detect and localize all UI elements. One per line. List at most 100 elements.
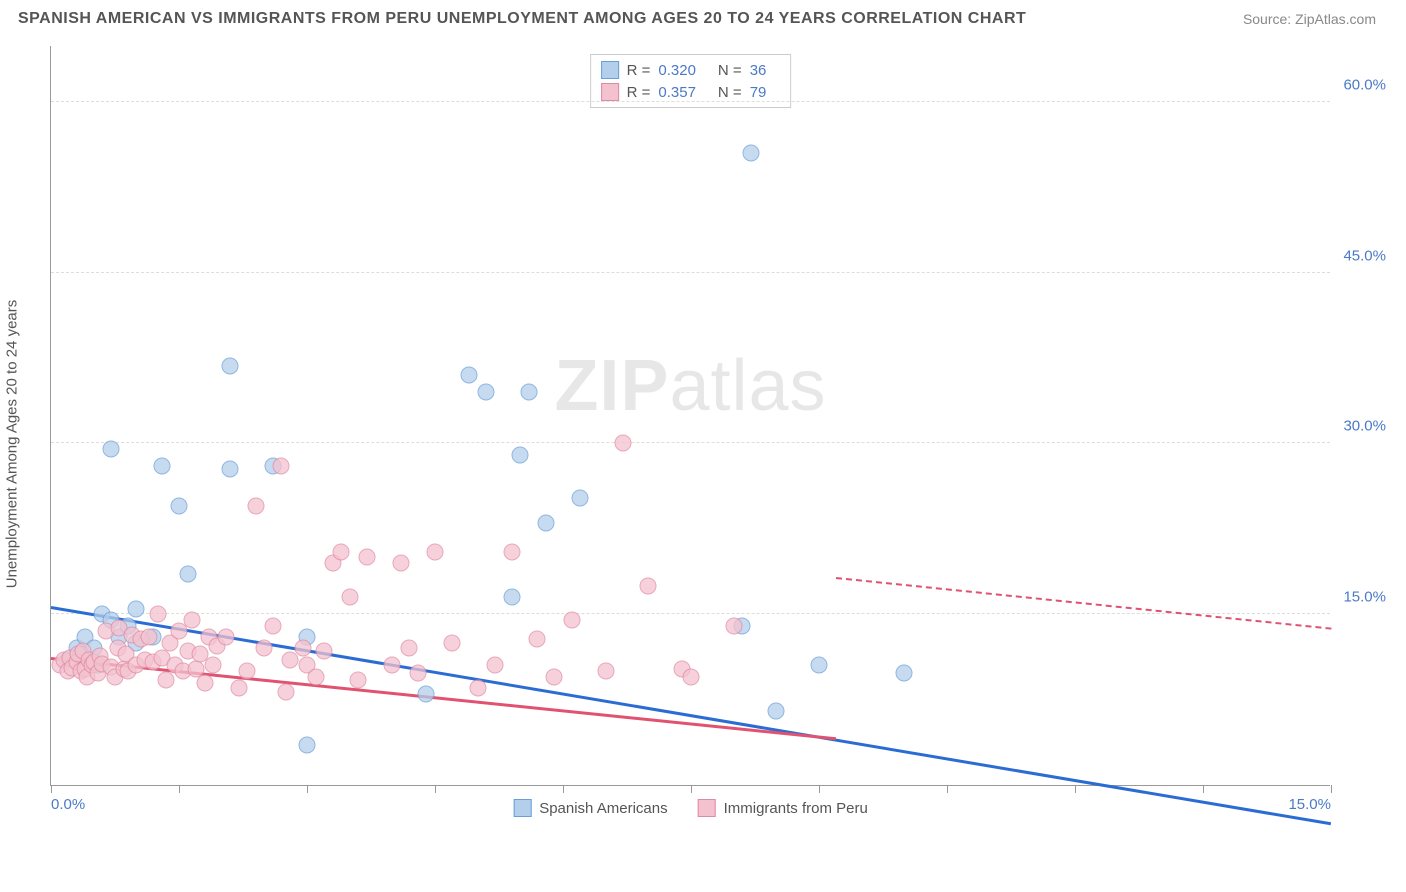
data-point: [725, 617, 742, 634]
data-point: [384, 657, 401, 674]
y-tick-label: 15.0%: [1343, 589, 1386, 606]
data-point: [409, 665, 426, 682]
y-axis-label: Unemployment Among Ages 20 to 24 years: [4, 300, 21, 589]
data-point: [683, 668, 700, 685]
data-point: [469, 680, 486, 697]
legend-n-value: 79: [750, 84, 767, 101]
data-point: [358, 549, 375, 566]
data-point: [333, 543, 350, 560]
plot-area: ZIPatlas R =0.320N =36R =0.357N =79 Span…: [50, 46, 1330, 786]
legend-correlation: R = 0.320 N = 36 R = 0.357 N = 79: [590, 54, 792, 108]
data-point: [742, 145, 759, 162]
data-point: [768, 703, 785, 720]
chart-container: Unemployment Among Ages 20 to 24 years Z…: [18, 34, 1388, 854]
source-label: Source: ZipAtlas.com: [1243, 11, 1376, 27]
x-tick: [179, 785, 180, 793]
data-point: [299, 737, 316, 754]
x-tick: [947, 785, 948, 793]
data-point: [640, 577, 657, 594]
legend-n-label: N =: [718, 62, 742, 79]
data-point: [811, 657, 828, 674]
data-point: [239, 663, 256, 680]
legend-series: Spanish Americans Immigrants from Peru: [513, 799, 868, 817]
data-point: [444, 634, 461, 651]
data-point: [341, 589, 358, 606]
data-point: [486, 657, 503, 674]
data-point: [478, 384, 495, 401]
data-point: [401, 640, 418, 657]
x-tick: [435, 785, 436, 793]
legend-correlation-row: R = 0.320 N = 36: [601, 59, 781, 81]
data-point: [149, 606, 166, 623]
data-point: [572, 490, 589, 507]
x-tick: [691, 785, 692, 793]
legend-swatch: [601, 83, 619, 101]
legend-n-label: N =: [718, 84, 742, 101]
data-point: [141, 629, 158, 646]
data-point: [546, 668, 563, 685]
data-point: [128, 600, 145, 617]
data-point: [418, 685, 435, 702]
data-point: [563, 611, 580, 628]
data-point: [392, 555, 409, 572]
data-point: [247, 498, 264, 515]
legend-r-value: 0.320: [658, 62, 696, 79]
data-point: [537, 515, 554, 532]
x-tick: [1203, 785, 1204, 793]
data-point: [503, 543, 520, 560]
legend-r-value: 0.357: [658, 84, 696, 101]
data-point: [529, 631, 546, 648]
x-tick: [1075, 785, 1076, 793]
data-point: [461, 367, 478, 384]
data-point: [614, 435, 631, 452]
x-tick: [1331, 785, 1332, 793]
data-point: [307, 668, 324, 685]
trendline-extrapolated: [836, 577, 1331, 630]
data-point: [158, 672, 175, 689]
legend-r-label: R =: [627, 84, 651, 101]
data-point: [503, 589, 520, 606]
legend-swatch: [601, 61, 619, 79]
data-point: [196, 674, 213, 691]
legend-n-value: 36: [750, 62, 767, 79]
y-tick-label: 30.0%: [1343, 418, 1386, 435]
data-point: [230, 680, 247, 697]
data-point: [222, 460, 239, 477]
data-point: [316, 642, 333, 659]
data-point: [256, 640, 273, 657]
legend-series-label: Immigrants from Peru: [724, 800, 868, 817]
gridline: [51, 101, 1330, 102]
data-point: [896, 665, 913, 682]
x-tick-label: 15.0%: [1288, 796, 1331, 813]
data-point: [277, 683, 294, 700]
legend-series-label: Spanish Americans: [539, 800, 667, 817]
legend-series-item: Spanish Americans: [513, 799, 667, 817]
x-tick: [563, 785, 564, 793]
data-point: [171, 498, 188, 515]
legend-swatch: [513, 799, 531, 817]
x-tick-label: 0.0%: [51, 796, 85, 813]
x-tick: [307, 785, 308, 793]
x-tick: [51, 785, 52, 793]
data-point: [179, 566, 196, 583]
legend-correlation-row: R = 0.357 N = 79: [601, 81, 781, 103]
watermark: ZIPatlas: [554, 345, 826, 427]
data-point: [294, 640, 311, 657]
y-tick-label: 60.0%: [1343, 76, 1386, 93]
data-point: [102, 441, 119, 458]
data-point: [183, 611, 200, 628]
data-point: [264, 617, 281, 634]
legend-series-item: Immigrants from Peru: [698, 799, 868, 817]
data-point: [205, 657, 222, 674]
legend-r-label: R =: [627, 62, 651, 79]
data-point: [427, 543, 444, 560]
gridline: [51, 272, 1330, 273]
data-point: [273, 458, 290, 475]
data-point: [153, 458, 170, 475]
chart-title: SPANISH AMERICAN VS IMMIGRANTS FROM PERU…: [18, 10, 1026, 28]
gridline: [51, 442, 1330, 443]
data-point: [512, 446, 529, 463]
data-point: [217, 629, 234, 646]
data-point: [222, 358, 239, 375]
data-point: [350, 672, 367, 689]
